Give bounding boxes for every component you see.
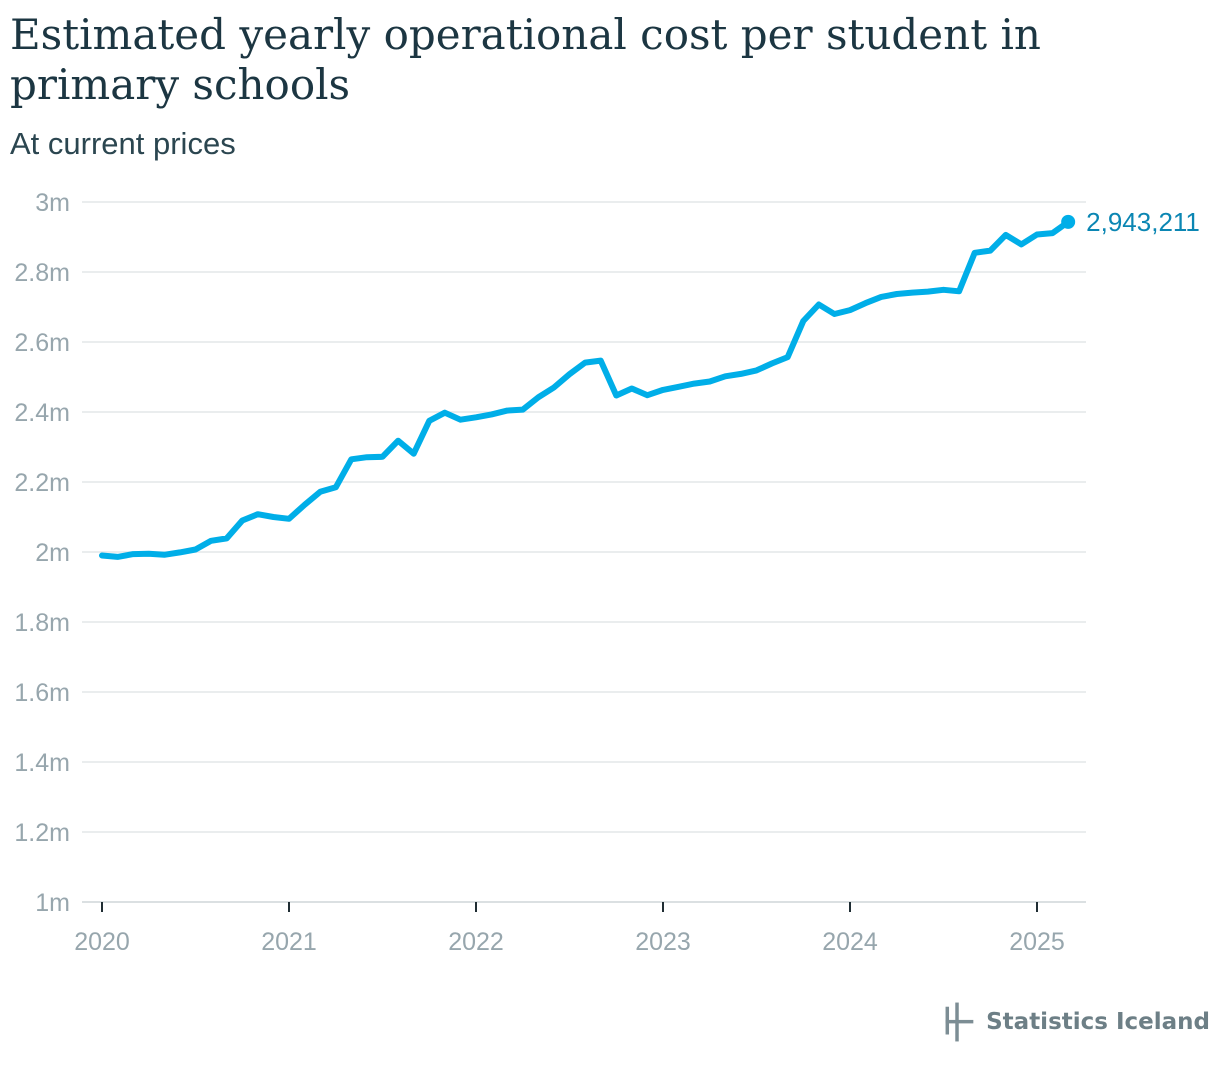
statistics-iceland-logo-icon bbox=[945, 1002, 974, 1042]
y-tick-label: 2.6m bbox=[14, 329, 70, 357]
line-chart: 1m 1.2m 1.4m 1.6m 1.8m 2m 2.2m 2.4m 2.6m 2.8m 3m 2… bbox=[14, 189, 1200, 956]
y-tick-label: 2.2m bbox=[14, 469, 70, 497]
last-point-marker bbox=[1061, 214, 1076, 229]
x-tick-label: 2023 bbox=[635, 928, 691, 956]
x-tick-label: 2025 bbox=[1009, 928, 1065, 956]
y-tick-label: 1m bbox=[35, 889, 70, 917]
grid-lines bbox=[82, 201, 1086, 903]
y-tick-label: 3m bbox=[35, 189, 70, 217]
x-tick-label: 2022 bbox=[448, 928, 504, 956]
x-tick-label: 2024 bbox=[822, 928, 878, 956]
y-tick-label: 1.8m bbox=[14, 609, 70, 637]
y-tick-label: 2.4m bbox=[14, 399, 70, 427]
y-axis: 1m 1.2m 1.4m 1.6m 1.8m 2m 2.2m 2.4m 2.6m 2.8m 3m bbox=[14, 189, 70, 917]
series-line bbox=[99, 218, 1072, 560]
y-tick-label: 1.6m bbox=[14, 679, 70, 707]
footer-branding: Statistics Iceland bbox=[940, 992, 1210, 1052]
annotation-group: 2,943,211 bbox=[1061, 207, 1200, 237]
page-title: Estimated yearly operational cost per st… bbox=[10, 10, 1041, 109]
y-tick-label: 1.4m bbox=[14, 749, 70, 777]
series-group bbox=[99, 218, 1072, 560]
y-tick-label: 2.8m bbox=[14, 259, 70, 287]
y-tick-label: 2m bbox=[35, 539, 70, 567]
x-axis: 2020 2021 2022 2023 2024 2025 bbox=[74, 902, 1065, 956]
x-tick-label: 2021 bbox=[261, 928, 317, 956]
x-tick-label: 2020 bbox=[74, 928, 130, 956]
y-tick-label: 1.2m bbox=[14, 819, 70, 847]
last-value-label: 2,943,211 bbox=[1086, 207, 1200, 237]
source-label: Statistics Iceland bbox=[986, 1009, 1210, 1035]
page-subtitle: At current prices bbox=[10, 126, 236, 161]
